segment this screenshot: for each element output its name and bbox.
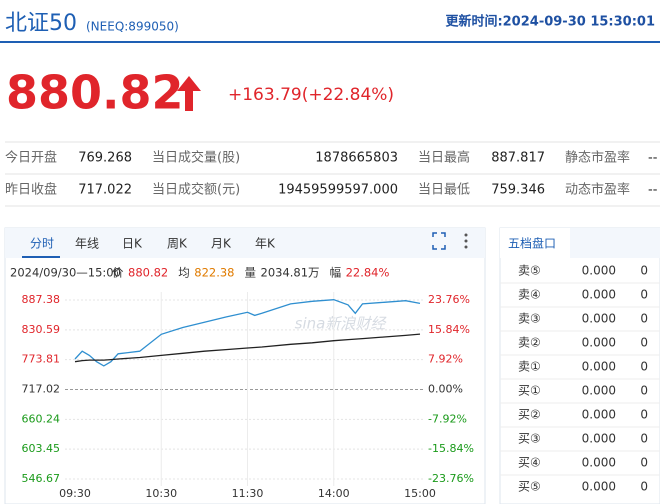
info-label: 价 xyxy=(112,266,124,280)
stat-label: 当日成交量(股) xyxy=(152,150,240,166)
info-label: 量 xyxy=(245,266,257,280)
order-side: 买② xyxy=(518,408,541,422)
y-tick-label: 773.81 xyxy=(22,353,61,366)
order-price: 0.000 xyxy=(582,288,616,302)
y2-tick-label: -23.76% xyxy=(428,472,474,485)
stat-label: 当日最高 xyxy=(418,150,470,166)
fullscreen-icon[interactable] xyxy=(432,232,446,250)
order-book-panel xyxy=(499,227,660,504)
y-tick-label: 660.24 xyxy=(22,412,61,425)
y2-tick-label: 7.92% xyxy=(428,353,463,366)
stat-label: 当日成交额(元) xyxy=(152,182,240,198)
watermark: sina新浪财经 xyxy=(295,315,388,333)
series-line xyxy=(74,299,421,367)
chart-tab[interactable]: 日K xyxy=(122,237,143,251)
tab-bar xyxy=(5,228,485,258)
order-price: 0.000 xyxy=(582,480,616,494)
order-volume: 0 xyxy=(640,312,648,326)
order-volume: 0 xyxy=(640,264,648,278)
order-volume: 0 xyxy=(640,288,648,302)
stat-value: 1878665803 xyxy=(315,151,398,166)
y2-tick-label: -7.92% xyxy=(428,412,467,425)
order-volume: 0 xyxy=(640,456,648,470)
stat-value: 759.346 xyxy=(491,183,545,198)
order-side: 买③ xyxy=(518,432,541,446)
stat-value: 717.022 xyxy=(78,183,132,198)
order-book-title: 五档盘口 xyxy=(508,236,556,251)
order-side: 买⑤ xyxy=(518,480,541,494)
info-value: 880.82 xyxy=(128,266,168,280)
order-volume: 0 xyxy=(640,336,648,350)
order-price: 0.000 xyxy=(582,384,616,398)
x-tick-label: 09:30 xyxy=(59,487,91,500)
y2-tick-label: 23.76% xyxy=(428,293,470,306)
stat-value: -- xyxy=(648,183,658,198)
order-volume: 0 xyxy=(640,432,648,446)
chart-tab[interactable]: 年K xyxy=(255,237,276,251)
stat-label: 当日最低 xyxy=(418,183,470,198)
x-tick-label: 15:00 xyxy=(404,487,436,500)
stat-value: 887.817 xyxy=(491,151,545,166)
order-side: 卖④ xyxy=(518,288,541,302)
stat-label: 今日开盘 xyxy=(5,150,57,166)
y-tick-label: 717.02 xyxy=(22,383,61,396)
order-side: 卖① xyxy=(518,360,541,374)
chart-tab[interactable]: 年线 xyxy=(75,237,99,251)
y-tick-label: 603.45 xyxy=(22,442,61,455)
order-volume: 0 xyxy=(640,408,648,422)
order-volume: 0 xyxy=(640,480,648,494)
update-time: 更新时间:2024-09-30 15:30:01 xyxy=(445,14,655,30)
info-time: 2024/09/30—15:00 xyxy=(10,266,121,280)
info-value: 2034.81万 xyxy=(261,266,320,280)
stat-label: 昨日收盘 xyxy=(5,182,57,198)
order-volume: 0 xyxy=(640,360,648,374)
info-value: 22.84% xyxy=(346,266,390,280)
x-tick-label: 14:00 xyxy=(318,487,350,500)
index-name: 北证50 xyxy=(5,11,77,36)
index-code: (NEEQ:899050) xyxy=(86,20,179,34)
y2-tick-label: -15.84% xyxy=(428,442,474,455)
series-line xyxy=(74,333,421,363)
order-price: 0.000 xyxy=(582,312,616,326)
stat-value: 769.268 xyxy=(78,151,132,166)
y-tick-label: 830.59 xyxy=(22,323,61,336)
order-price: 0.000 xyxy=(582,408,616,422)
info-value: 822.38 xyxy=(194,266,234,280)
more-icon[interactable] xyxy=(464,233,468,249)
price-change: +163.79(+22.84%) xyxy=(228,85,394,105)
y2-tick-label: 0.00% xyxy=(428,383,463,396)
stat-value: 19459599597.000 xyxy=(278,183,398,198)
stat-value: -- xyxy=(648,151,658,166)
order-price: 0.000 xyxy=(582,360,616,374)
x-tick-label: 11:30 xyxy=(232,487,264,500)
info-label: 幅 xyxy=(330,266,342,280)
order-side: 卖⑤ xyxy=(518,264,541,278)
up-arrow xyxy=(177,76,201,111)
x-tick-label: 10:30 xyxy=(145,487,177,500)
order-book-tab xyxy=(500,228,570,258)
y-tick-label: 887.38 xyxy=(22,293,61,306)
chart-panel xyxy=(4,227,486,504)
order-side: 卖③ xyxy=(518,312,541,326)
order-volume: 0 xyxy=(640,384,648,398)
order-side: 卖② xyxy=(518,336,541,350)
order-side: 买① xyxy=(518,384,541,398)
order-side: 买④ xyxy=(518,456,541,470)
order-price: 0.000 xyxy=(582,432,616,446)
order-price: 0.000 xyxy=(582,336,616,350)
y2-tick-label: 15.84% xyxy=(428,323,470,336)
y-tick-label: 546.67 xyxy=(22,472,61,485)
order-price: 0.000 xyxy=(582,456,616,470)
stat-label: 静态市盈率 xyxy=(565,150,630,166)
chart-tab[interactable]: 月K xyxy=(211,237,232,251)
price: 880.82 xyxy=(6,66,184,120)
info-label: 均 xyxy=(178,266,190,280)
chart-tab[interactable]: 周K xyxy=(167,237,188,251)
stat-label: 动态市盈率 xyxy=(565,182,630,198)
chart-tab[interactable]: 分时 xyxy=(30,237,54,251)
order-price: 0.000 xyxy=(582,264,616,278)
